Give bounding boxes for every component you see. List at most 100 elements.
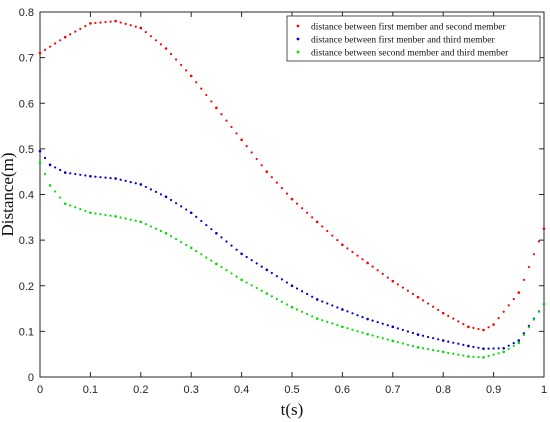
series-dot (250, 284, 253, 287)
series-dot (48, 45, 52, 48)
series-dot (300, 310, 304, 313)
series-dot (477, 346, 480, 349)
series-dot (74, 206, 77, 209)
legend-marker-0 (296, 24, 300, 28)
series-dot (134, 25, 137, 28)
series-dot (437, 349, 440, 353)
series-dot (210, 100, 213, 103)
series-dot (361, 331, 364, 334)
series-dot (336, 306, 339, 309)
series-dot (215, 232, 218, 235)
series-dot (482, 356, 485, 359)
series-dot (84, 25, 87, 28)
series-dot (180, 240, 183, 244)
series-dot (477, 355, 480, 359)
series-dot (114, 177, 117, 180)
series-dot (104, 213, 107, 217)
series-dot (200, 87, 203, 90)
series-dot (154, 39, 158, 42)
series-dot (119, 21, 122, 24)
series-dot (290, 197, 294, 201)
series-dot (396, 283, 399, 286)
series-dot (250, 259, 253, 262)
y-tick-label: 0.1 (19, 326, 34, 338)
series-dot (195, 249, 198, 253)
series-dot (432, 348, 435, 352)
series-dot (149, 188, 152, 191)
series-dot (124, 217, 127, 220)
series-dot (492, 353, 495, 356)
series-dot (421, 334, 425, 337)
series-dot (260, 164, 263, 167)
series-dot (432, 305, 435, 308)
series-dot (164, 47, 168, 50)
series-dot (371, 319, 374, 322)
series-dot (457, 320, 460, 323)
series-dot (502, 347, 505, 350)
series-dot (452, 341, 455, 344)
series-dot (462, 343, 465, 346)
series-dot (326, 229, 329, 233)
series-dot (542, 302, 546, 306)
series-dot (280, 300, 284, 303)
series-dot (502, 350, 505, 354)
series-dot (200, 219, 203, 223)
series-dot (326, 320, 329, 323)
series-dot (99, 213, 102, 216)
series-dot (366, 317, 369, 321)
series-dot (230, 244, 233, 247)
series-dot (537, 240, 541, 243)
series-dot (401, 328, 404, 332)
series-dot (482, 328, 485, 332)
series-dot (94, 175, 97, 178)
series-dot (275, 297, 278, 301)
series-dot (341, 308, 344, 311)
series-dot (69, 204, 72, 207)
series-dot (447, 340, 450, 343)
series-dot (270, 271, 273, 275)
y-tick-label: 0.5 (19, 144, 34, 156)
series-dot (159, 43, 163, 46)
series-dot (285, 303, 289, 306)
series-dot (48, 184, 52, 187)
series-dot (119, 178, 122, 181)
series-dot (381, 272, 384, 275)
series-dot (195, 215, 198, 218)
series-dot (200, 253, 203, 256)
series-dot (306, 292, 309, 296)
series-dot (437, 338, 440, 341)
series-dot (447, 314, 450, 317)
series-dot (517, 291, 520, 294)
y-axis-ticks: 0 0.1 0.2 0.3 0.4 0.5 0.6 0.7 0.8 (19, 7, 544, 384)
series-dot (215, 106, 218, 109)
series-dot (43, 48, 47, 51)
series-dot (386, 276, 389, 279)
series-dot (507, 304, 510, 307)
series-dot (487, 347, 490, 350)
x-tick-label: 0.9 (486, 384, 501, 396)
x-tick-label: 0.7 (385, 384, 400, 396)
series-2 (38, 161, 546, 359)
series-dot (482, 347, 485, 350)
series-dot (89, 211, 92, 214)
series-dot (457, 342, 460, 345)
series-dot (522, 278, 525, 281)
series-dot (230, 272, 233, 275)
series-dot (64, 171, 67, 174)
series-dot (421, 299, 425, 302)
series-dot (109, 176, 112, 180)
series-dot (79, 27, 82, 30)
series-dot (280, 187, 284, 190)
series-dot (94, 21, 97, 25)
series-dot (437, 308, 440, 312)
series-dot (376, 269, 379, 272)
series-dot (295, 287, 299, 290)
series-dot (336, 324, 339, 327)
y-axis-title: Distance(m) (0, 152, 17, 236)
series-dot (104, 20, 107, 24)
series-dot (220, 236, 223, 239)
series-dot (225, 119, 228, 122)
series-dot (195, 81, 198, 84)
series-dot (245, 145, 248, 148)
series-dot (381, 337, 384, 340)
